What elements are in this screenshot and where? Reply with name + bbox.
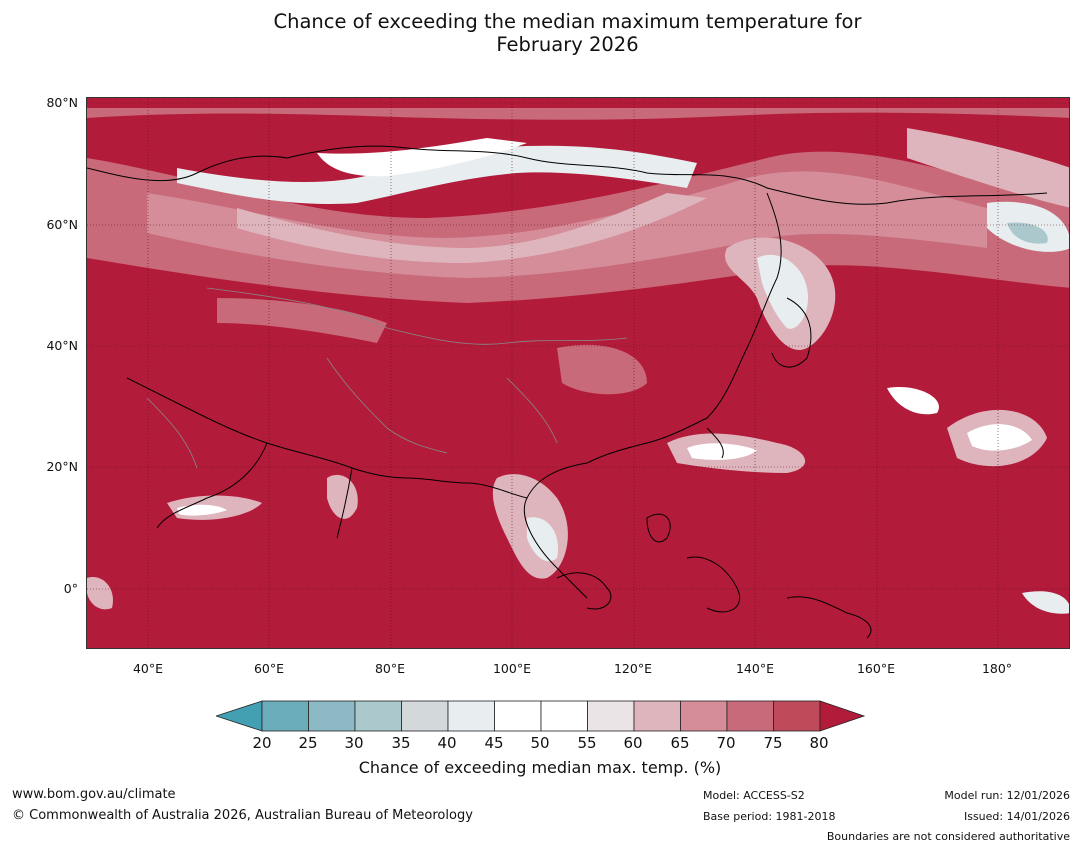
colorbar-tick-65: 65 — [670, 734, 690, 752]
colorbar-tick-80: 80 — [809, 734, 829, 752]
colorbar-extend-low — [216, 700, 263, 732]
pacific-patch-4 — [1022, 591, 1069, 614]
lat-label-0: 0° — [63, 581, 78, 596]
lon-label-100e: 100°E — [492, 661, 531, 676]
boundaries — [146, 287, 628, 469]
lon-label-60e: 60°E — [253, 661, 285, 676]
lon-label-40e: 40°E — [132, 661, 164, 676]
coastlines — [87, 145, 1048, 639]
colorbar-tick-75: 75 — [763, 734, 783, 752]
colorbar-segment-40-45 — [447, 700, 495, 732]
forecast-map[interactable] — [86, 97, 1070, 649]
colorbar — [216, 700, 866, 732]
china-patch — [557, 344, 647, 395]
lat-label-40n: 40°N — [46, 338, 78, 353]
lon-label-120e: 120°E — [613, 661, 652, 676]
northeast-asia-core — [757, 254, 808, 329]
model-text: Model: ACCESS-S2 — [703, 789, 805, 802]
lat-label-80n: 80°N — [46, 95, 78, 110]
lon-label-80e: 80°E — [374, 661, 406, 676]
colorbar-segment-35-40 — [401, 700, 449, 732]
colorbar-segment-20-25 — [261, 700, 309, 732]
lon-label-180: 180° — [981, 661, 1013, 676]
lon-label-160e: 160°E — [856, 661, 895, 676]
colorbar-tick-30: 30 — [344, 734, 364, 752]
graticule — [87, 98, 1069, 648]
india-patch — [327, 474, 358, 519]
colorbar-tick-50: 50 — [530, 734, 550, 752]
title-line-2: February 2026 — [496, 33, 639, 56]
colorbar-tick-70: 70 — [716, 734, 736, 752]
colorbar-tick-35: 35 — [391, 734, 411, 752]
africa-patch — [87, 577, 113, 610]
colorbar-segment-50-55 — [540, 700, 588, 732]
pacific-patch-3-core — [967, 424, 1032, 451]
colorbar-tick-45: 45 — [484, 734, 504, 752]
pacific-patch-2 — [887, 387, 939, 415]
lon-label-140e: 140°E — [735, 661, 774, 676]
colorbar-tick-40: 40 — [437, 734, 457, 752]
colorbar-segment-25-30 — [308, 700, 356, 732]
colorbar-segment-75-80 — [773, 700, 821, 732]
lat-label-60n: 60°N — [46, 217, 78, 232]
lat-label-20n: 20°N — [46, 459, 78, 474]
colorbar-segment-70-75 — [726, 700, 774, 732]
colorbar-label: Chance of exceeding median max. temp. (%… — [358, 758, 722, 777]
copyright-text: © Commonwealth of Australia 2026, Austra… — [12, 808, 473, 823]
website-link[interactable]: www.bom.gov.au/climate — [12, 787, 176, 802]
colorbar-segment-30-35 — [354, 700, 402, 732]
bering-core — [1007, 222, 1048, 244]
central-asia-patch — [217, 298, 387, 343]
title-line-1: Chance of exceeding the median maximum t… — [273, 10, 862, 33]
colorbar-segment-55-60 — [587, 700, 635, 732]
map-title: Chance of exceeding the median maximum t… — [0, 10, 1081, 56]
pacific-patch-1-core — [687, 443, 757, 460]
colorbar-segment-45-50 — [494, 700, 542, 732]
colorbar-extend-high — [819, 700, 866, 732]
colorbar-tick-55: 55 — [577, 734, 597, 752]
colorbar-tick-25: 25 — [298, 734, 318, 752]
southeast-asia-core — [527, 517, 558, 562]
model-run-text: Model run: 12/01/2026 — [944, 789, 1070, 802]
base-period-text: Base period: 1981-2018 — [703, 810, 836, 823]
colorbar-tick-20: 20 — [252, 734, 272, 752]
arabia-core — [177, 504, 227, 516]
colorbar-segment-65-70 — [680, 700, 728, 732]
issued-text: Issued: 14/01/2026 — [963, 810, 1070, 823]
colorbar-tick-60: 60 — [623, 734, 643, 752]
disclaimer-text: Boundaries are not considered authoritat… — [826, 830, 1070, 843]
colorbar-segment-60-65 — [633, 700, 681, 732]
